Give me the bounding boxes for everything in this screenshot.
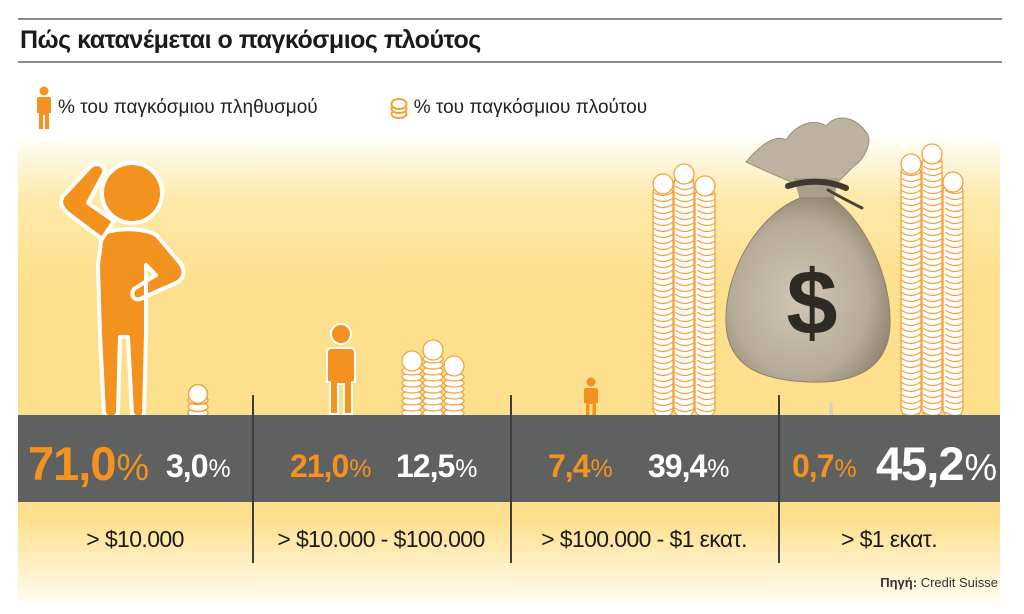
- population-value-group-1: 71,0%: [28, 436, 149, 491]
- range-label-group-4: > $1 εκατ.: [840, 526, 938, 552]
- wealth-value-group-3: 39,4%: [648, 448, 729, 485]
- coin-stack-group-2: [401, 339, 465, 418]
- range-label-group-1: > $10.000: [86, 526, 184, 552]
- percent-sign: %: [208, 455, 230, 483]
- wealth-value-group-2: 12,5%: [396, 448, 477, 485]
- column-divider-2: [510, 395, 512, 563]
- population-value-group-3: 7,4%: [548, 448, 613, 485]
- person-figure-large: [59, 161, 186, 420]
- percent-sign: %: [964, 447, 997, 488]
- value-number: 45,2: [876, 437, 964, 490]
- range-label-group-3: > $100.000 - $1 εκατ.: [541, 526, 747, 552]
- value-number: 21,0: [290, 448, 349, 484]
- person-figure-small: [584, 377, 598, 418]
- value-number: 7,4: [548, 448, 590, 484]
- top-rule: [18, 18, 1002, 20]
- values-band: [18, 415, 1000, 502]
- percent-sign: %: [590, 455, 612, 483]
- percent-sign: %: [116, 447, 149, 488]
- value-number: 39,4: [648, 448, 707, 484]
- coin-stack-icon: [390, 98, 408, 119]
- value-number: 12,5: [396, 448, 455, 484]
- source-label: Πηγή:: [880, 575, 918, 590]
- range-label-group-2: > $10.000 - $100.000: [277, 526, 485, 552]
- value-number: 0,7: [792, 448, 834, 484]
- value-number: 3,0: [166, 448, 208, 484]
- population-value-group-2: 21,0%: [290, 448, 371, 485]
- wealth-value-group-4: 45,2%: [876, 436, 997, 491]
- column-divider-3: [778, 395, 780, 563]
- percent-sign: %: [455, 455, 477, 483]
- source-credit: Πηγή: Credit Suisse: [880, 575, 998, 590]
- wealth-value-group-1: 3,0%: [166, 448, 231, 485]
- column-divider-1: [252, 395, 254, 563]
- percent-sign: %: [834, 455, 856, 483]
- coin-stack-group-3: [652, 163, 716, 419]
- coin-stack-group-4: [900, 143, 964, 419]
- person-figure-medium: [326, 323, 356, 415]
- percent-sign: %: [707, 455, 729, 483]
- legend-population: % του παγκόσμιου πληθυσμού: [36, 86, 318, 130]
- person-icon: [37, 86, 51, 129]
- legend: % του παγκόσμιου πληθυσμού % του παγκόσμ…: [36, 86, 699, 130]
- person-figure-tiny: [829, 402, 833, 415]
- value-number: 71,0: [28, 437, 116, 490]
- money-bag-icon: $: [725, 117, 891, 383]
- svg-text:$: $: [786, 252, 837, 354]
- source-value: Credit Suisse: [920, 575, 998, 590]
- percent-sign: %: [349, 455, 371, 483]
- population-value-group-4: 0,7%: [792, 448, 857, 485]
- legend-population-label: % του παγκόσμιου πληθυσμού: [58, 97, 318, 118]
- title-underline: [18, 61, 1002, 63]
- chart-title: Πώς κατανέμεται ο παγκόσμιος πλούτος: [20, 26, 481, 54]
- legend-wealth-label: % του παγκόσμιου πλούτου: [413, 97, 648, 118]
- coin-stack-group-1: [187, 383, 209, 419]
- legend-wealth: % του παγκόσμιου πλούτου: [390, 97, 647, 119]
